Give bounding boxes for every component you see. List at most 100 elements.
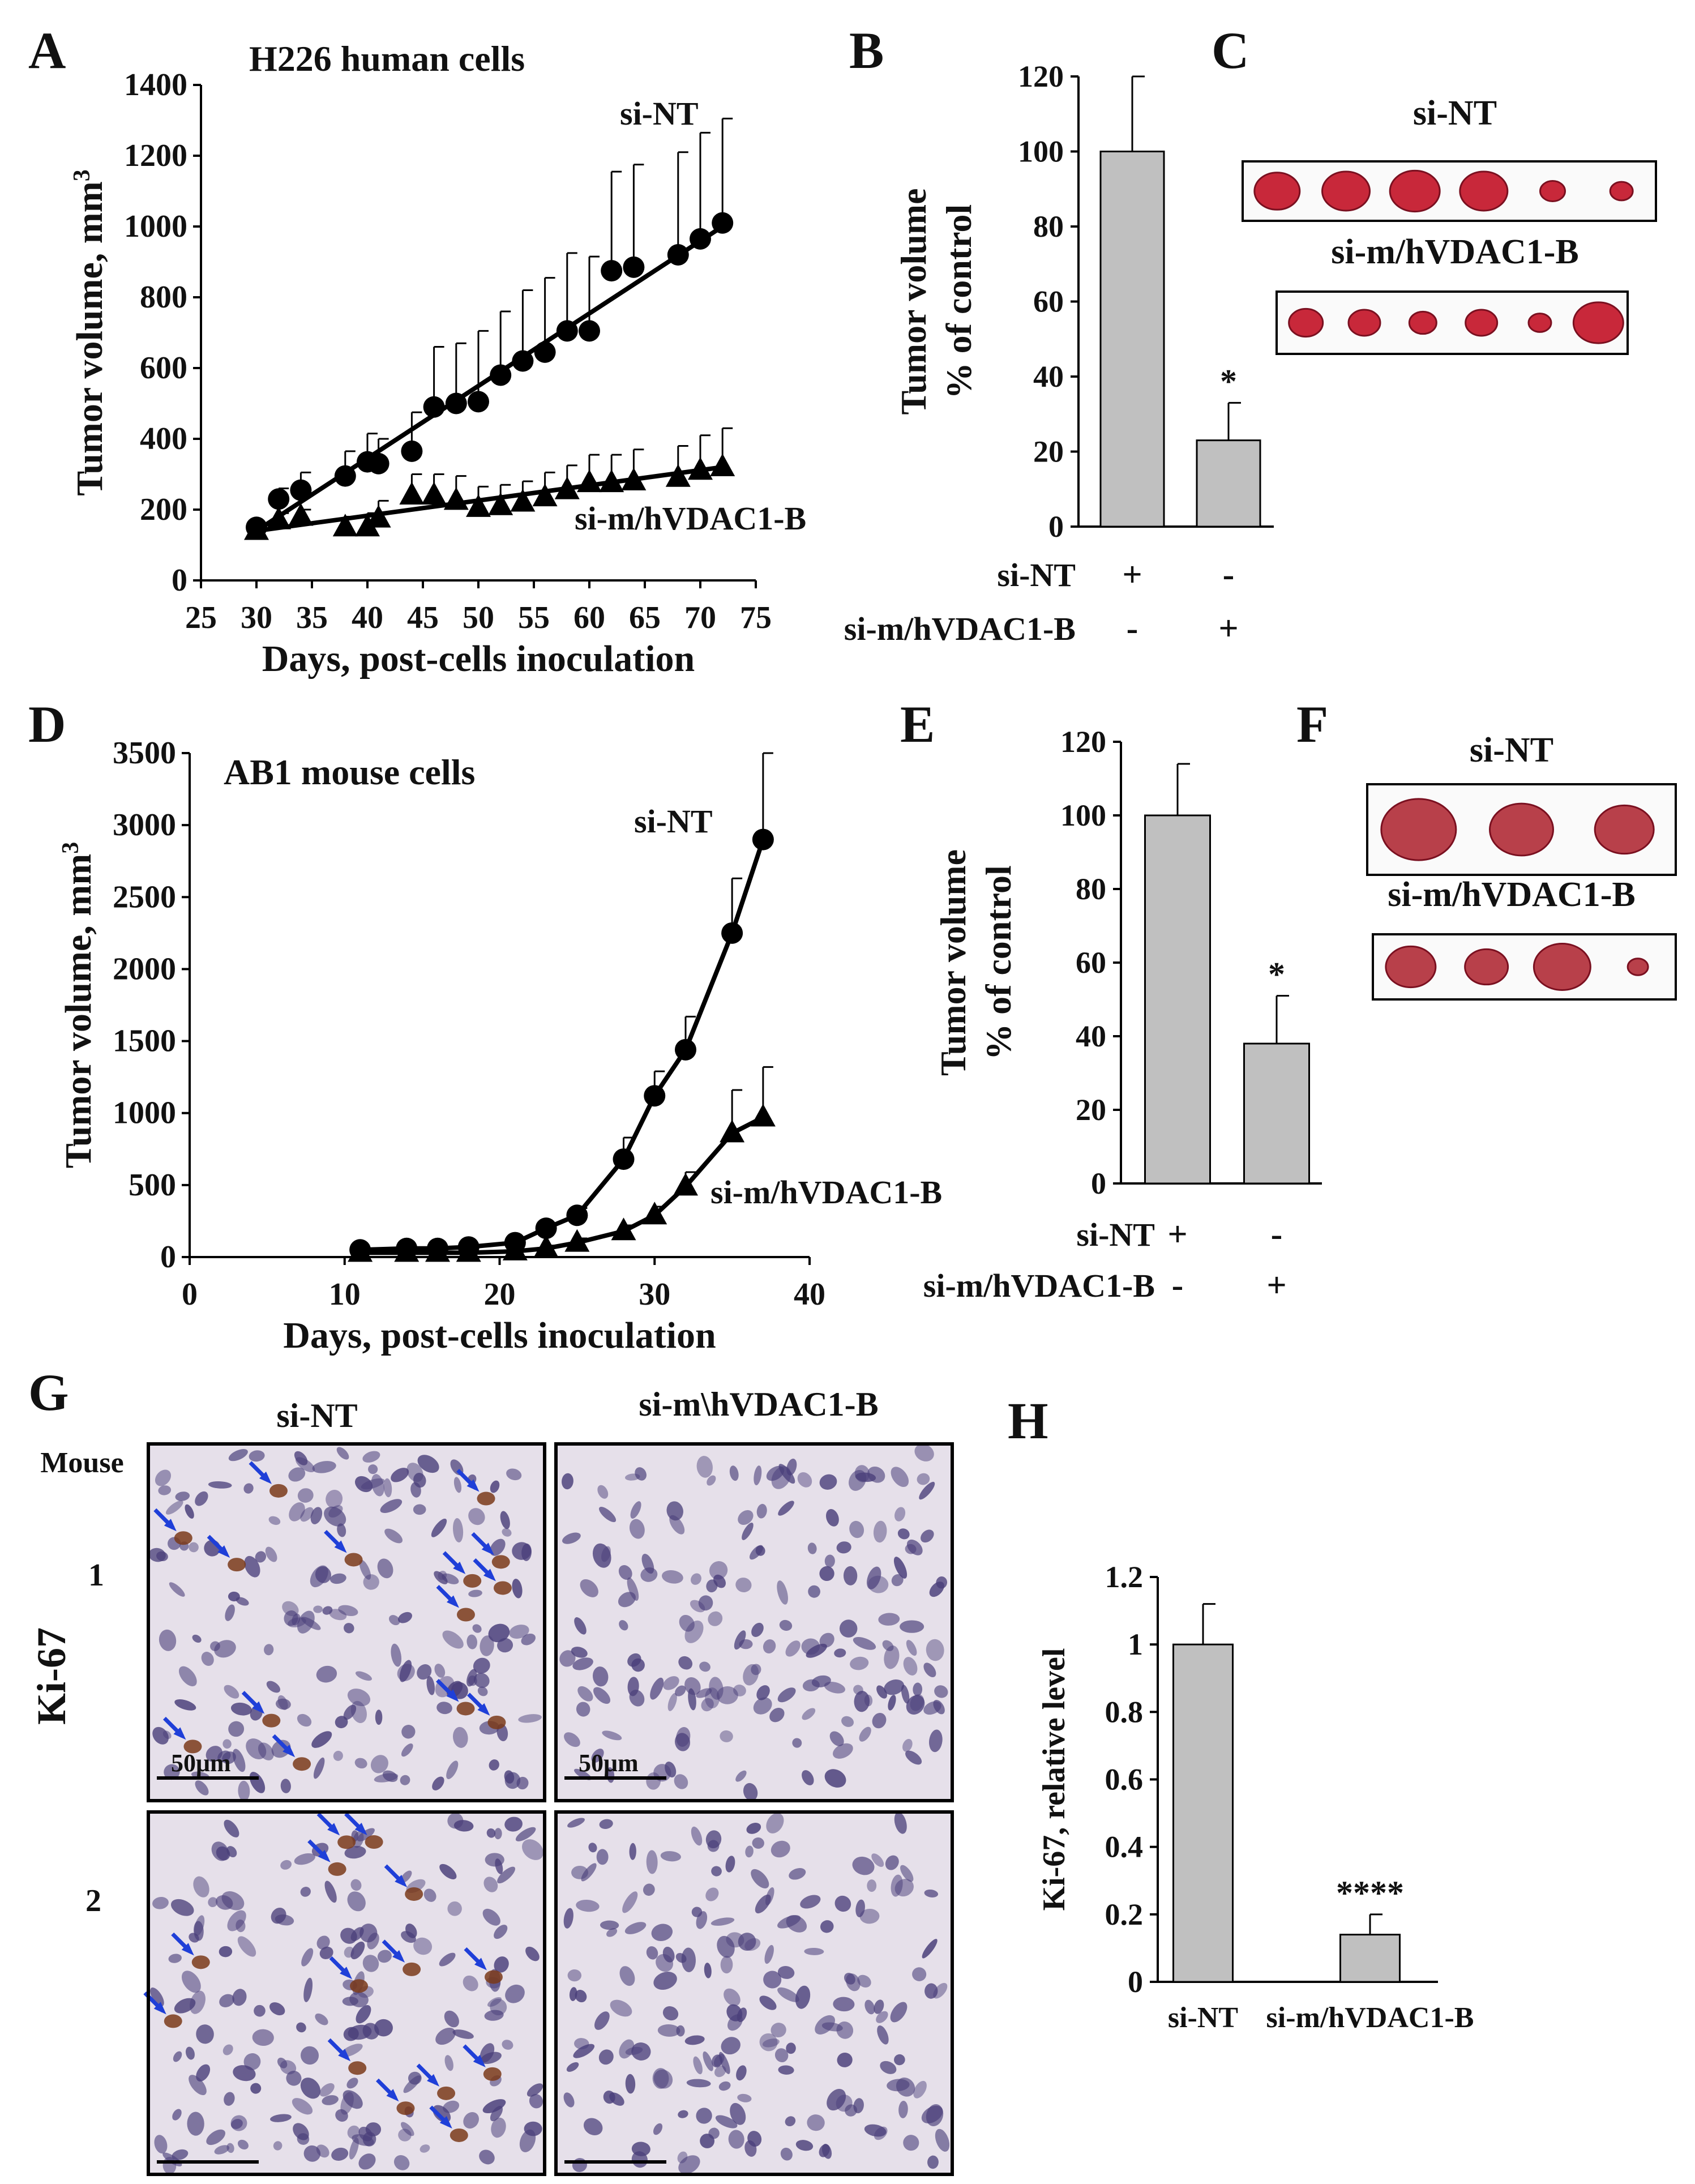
cell-nucleus: [630, 1501, 641, 1519]
x-tick-label: 65: [629, 600, 661, 635]
histo-col-label: si-NT: [276, 1397, 357, 1434]
data-point: [401, 440, 423, 462]
cell-nucleus: [439, 1952, 456, 1967]
data-point: [466, 494, 491, 517]
cell-nucleus: [824, 1554, 835, 1568]
row-label: 2: [85, 1883, 101, 1918]
cell-nucleus: [728, 2130, 744, 2149]
cell-nucleus: [417, 1664, 432, 1680]
cell-nucleus: [635, 1467, 647, 1481]
x-tick-label: 45: [407, 600, 439, 635]
cell-nucleus: [316, 1935, 330, 1950]
cell-nucleus: [852, 1856, 875, 1875]
cell-nucleus: [891, 1874, 903, 1897]
cell-nucleus: [297, 1488, 314, 1503]
cell-nucleus: [355, 1671, 372, 1681]
cell-nucleus: [439, 1864, 457, 1879]
cell-nucleus: [250, 2083, 262, 2094]
cell-nucleus: [344, 1845, 366, 1859]
cell-nucleus: [855, 1899, 865, 1917]
cell-nucleus: [185, 1504, 194, 1519]
cell-nucleus: [707, 1840, 720, 1852]
cell-nucleus: [703, 2051, 713, 2071]
cell-nucleus: [696, 1688, 712, 1698]
cell-nucleus: [521, 1634, 536, 1646]
blue-arrow-head: [395, 1874, 408, 1887]
blue-arrow-head: [474, 1958, 487, 1971]
cell-nucleus: [873, 1520, 887, 1543]
y-tick-label: 0.2: [1105, 1897, 1144, 1931]
y-tick-label: 0.6: [1105, 1763, 1144, 1797]
y-tick-label: 60: [1076, 946, 1106, 980]
bar: [1339, 1934, 1401, 1983]
x-tick-label: 60: [573, 600, 605, 635]
condition-label: si-m/hVDAC1-B: [923, 1267, 1155, 1304]
cell-nucleus: [804, 1948, 824, 1955]
cell-nucleus: [646, 1946, 658, 1960]
bar: [1144, 814, 1211, 1185]
cell-nucleus: [743, 1783, 758, 1801]
ki67-positive-cell: [228, 1558, 246, 1572]
condition-label: si-m/hVDAC1-B: [844, 610, 1076, 647]
ki67-positive-cell: [477, 1491, 495, 1506]
micrograph-background: [148, 1812, 545, 2174]
cell-nucleus: [675, 1952, 687, 1963]
y-tick-label: 120: [1018, 59, 1064, 93]
cell-nucleus: [594, 2011, 610, 2030]
cell-nucleus: [208, 1897, 218, 1908]
cell-nucleus: [243, 2053, 261, 2070]
trend-line: [255, 224, 724, 533]
ki67-positive-cell: [456, 1608, 475, 1622]
data-point: [599, 469, 624, 493]
cell-nucleus: [849, 1469, 867, 1491]
cell-nucleus: [657, 2024, 680, 2037]
blue-arrow-head: [259, 1471, 272, 1484]
cell-nucleus: [347, 1689, 371, 1707]
ki67-positive-cell: [344, 1553, 363, 1567]
y-tick-label: 100: [1018, 135, 1064, 169]
cell-nucleus: [749, 1545, 763, 1560]
cell-nucleus: [897, 1528, 910, 1540]
cell-nucleus: [230, 2115, 247, 2131]
cell-nucleus: [765, 1887, 774, 1905]
cell-nucleus: [745, 1845, 754, 1858]
data-point: [644, 1085, 666, 1107]
cell-nucleus: [398, 1612, 412, 1623]
cell-nucleus: [340, 2092, 354, 2115]
cell-nucleus: [187, 2112, 204, 2136]
cell-nucleus: [880, 2061, 897, 2074]
condition-label: si-NT: [1076, 1216, 1155, 1253]
cell-nucleus: [423, 1888, 436, 1902]
tumor-specimen: [1465, 309, 1499, 337]
data-point: [535, 1217, 557, 1240]
cell-nucleus: [401, 1743, 413, 1757]
cell-nucleus: [751, 1664, 761, 1676]
cell-nucleus: [280, 2060, 297, 2075]
data-point: [490, 364, 512, 386]
cell-nucleus: [572, 1657, 593, 1670]
cell-nucleus: [348, 2024, 372, 2040]
cell-nucleus: [322, 1606, 333, 1615]
data-point: [510, 489, 536, 512]
cell-nucleus: [504, 1817, 523, 1832]
cell-nucleus: [210, 1641, 220, 1651]
cell-nucleus: [174, 1998, 196, 2014]
cell-nucleus: [763, 1639, 776, 1654]
cell-nucleus: [482, 1908, 500, 1926]
cell-nucleus: [452, 1726, 468, 1748]
cell-nucleus: [426, 1676, 435, 1695]
photo-frame-top: [1242, 160, 1657, 222]
y-tick-label: 500: [129, 1168, 176, 1203]
ki67-positive-cell: [348, 2061, 367, 2075]
cell-nucleus: [154, 2135, 168, 2154]
cell-nucleus: [509, 1625, 529, 1639]
cell-nucleus: [903, 2135, 919, 2151]
y-tick-label: 80: [1076, 872, 1106, 906]
chart-B: 0 20 40 60 80 100 120 * Tumor volume% of control…: [844, 59, 1274, 648]
cell-nucleus: [417, 1455, 439, 1473]
cell-nucleus: [734, 1630, 746, 1650]
data-point: [752, 828, 774, 850]
y-tick-label: 2000: [113, 951, 176, 986]
data-point: [290, 479, 312, 501]
cell-nucleus: [489, 1759, 499, 1771]
